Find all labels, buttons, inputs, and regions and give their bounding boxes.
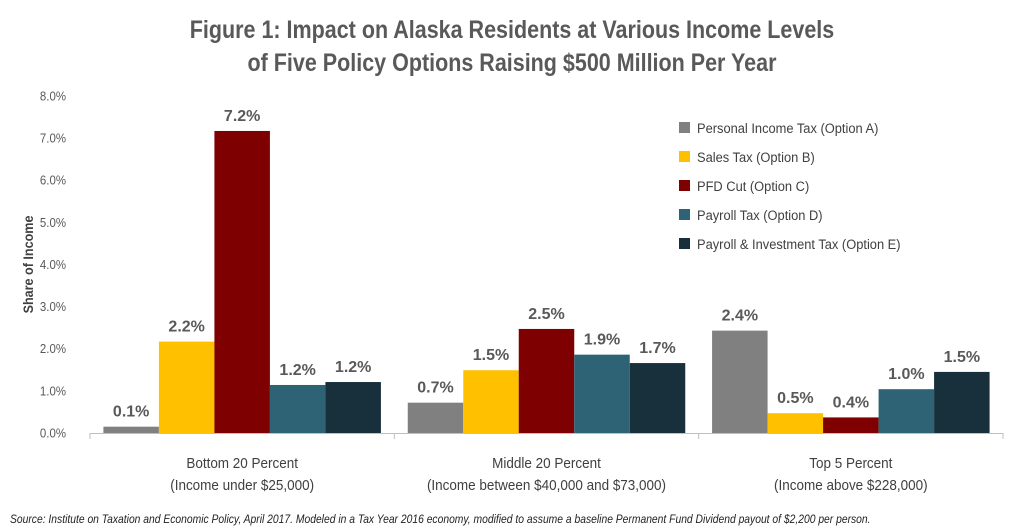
- data-label: 1.2%: [279, 362, 315, 379]
- chart-title: Figure 1: Impact on Alaska Residents at …: [72, 14, 953, 80]
- x-tick-label: Top 5 Percent: [809, 455, 892, 472]
- data-label: 1.9%: [584, 332, 620, 349]
- chart-title-line-2: of Five Policy Options Raising $500 Mill…: [247, 49, 777, 77]
- bar: [518, 328, 575, 433]
- legend-swatch: [679, 151, 690, 162]
- x-tick-label-sub: (Income between $40,000 and $73,000): [427, 477, 666, 494]
- bar: [934, 371, 990, 433]
- data-label: 0.1%: [113, 404, 149, 421]
- x-tick-label: Middle 20 Percent: [492, 455, 601, 472]
- legend-label: Payroll & Investment Tax (Option E): [697, 237, 901, 253]
- x-tick-label: Bottom 20 Percent: [186, 455, 298, 472]
- y-tick-label: 0.0%: [40, 426, 66, 441]
- bar: [407, 402, 464, 433]
- legend-swatch: [679, 180, 690, 191]
- bar: [103, 426, 159, 433]
- x-tick-label-sub: (Income under $25,000): [170, 477, 314, 494]
- bar: [214, 130, 270, 433]
- bar: [463, 370, 519, 433]
- data-label: 2.5%: [528, 306, 564, 323]
- bar: [823, 417, 879, 433]
- data-label: 2.2%: [168, 319, 204, 336]
- source-note: Source: Institute on Taxation and Econom…: [10, 512, 871, 526]
- data-label: 1.5%: [473, 347, 509, 364]
- data-label: 1.0%: [888, 366, 924, 383]
- legend-swatch: [679, 209, 690, 220]
- y-tick-label: 8.0%: [40, 89, 66, 104]
- data-label: 0.7%: [417, 380, 453, 397]
- y-tick-label: 4.0%: [40, 257, 66, 272]
- legend-swatch: [679, 122, 690, 133]
- data-label: 1.7%: [639, 340, 675, 357]
- bar: [158, 341, 215, 433]
- legend-label: PFD Cut (Option C): [697, 179, 809, 195]
- data-label: 0.5%: [777, 390, 813, 407]
- y-tick-label: 1.0%: [40, 384, 66, 399]
- bar: [574, 354, 630, 433]
- bar: [712, 330, 768, 433]
- data-label: 0.4%: [833, 394, 869, 411]
- bar: [269, 384, 326, 433]
- x-tick-label-sub: (Income above $228,000): [774, 477, 928, 494]
- legend-label: Personal Income Tax (Option A): [697, 121, 878, 137]
- legend-label: Sales Tax (Option B): [697, 150, 815, 166]
- data-label: 1.2%: [335, 359, 371, 376]
- data-label: 7.2%: [224, 108, 260, 125]
- y-tick-label: 6.0%: [40, 173, 66, 188]
- legend-swatch: [679, 238, 690, 249]
- y-axis-label: Share of Income: [20, 216, 36, 314]
- bar: [325, 382, 381, 433]
- legend-label: Payroll Tax (Option D): [697, 208, 823, 224]
- y-tick-label: 3.0%: [40, 299, 66, 314]
- bar: [629, 363, 686, 433]
- data-label: 2.4%: [722, 308, 758, 325]
- y-tick-label: 7.0%: [40, 131, 66, 146]
- y-tick-label: 2.0%: [40, 342, 66, 357]
- bar: [878, 389, 935, 433]
- chart-title-line-1: Figure 1: Impact on Alaska Residents at …: [189, 16, 835, 44]
- y-tick-label: 5.0%: [40, 215, 66, 230]
- bar: [767, 413, 824, 433]
- data-label: 1.5%: [944, 349, 980, 366]
